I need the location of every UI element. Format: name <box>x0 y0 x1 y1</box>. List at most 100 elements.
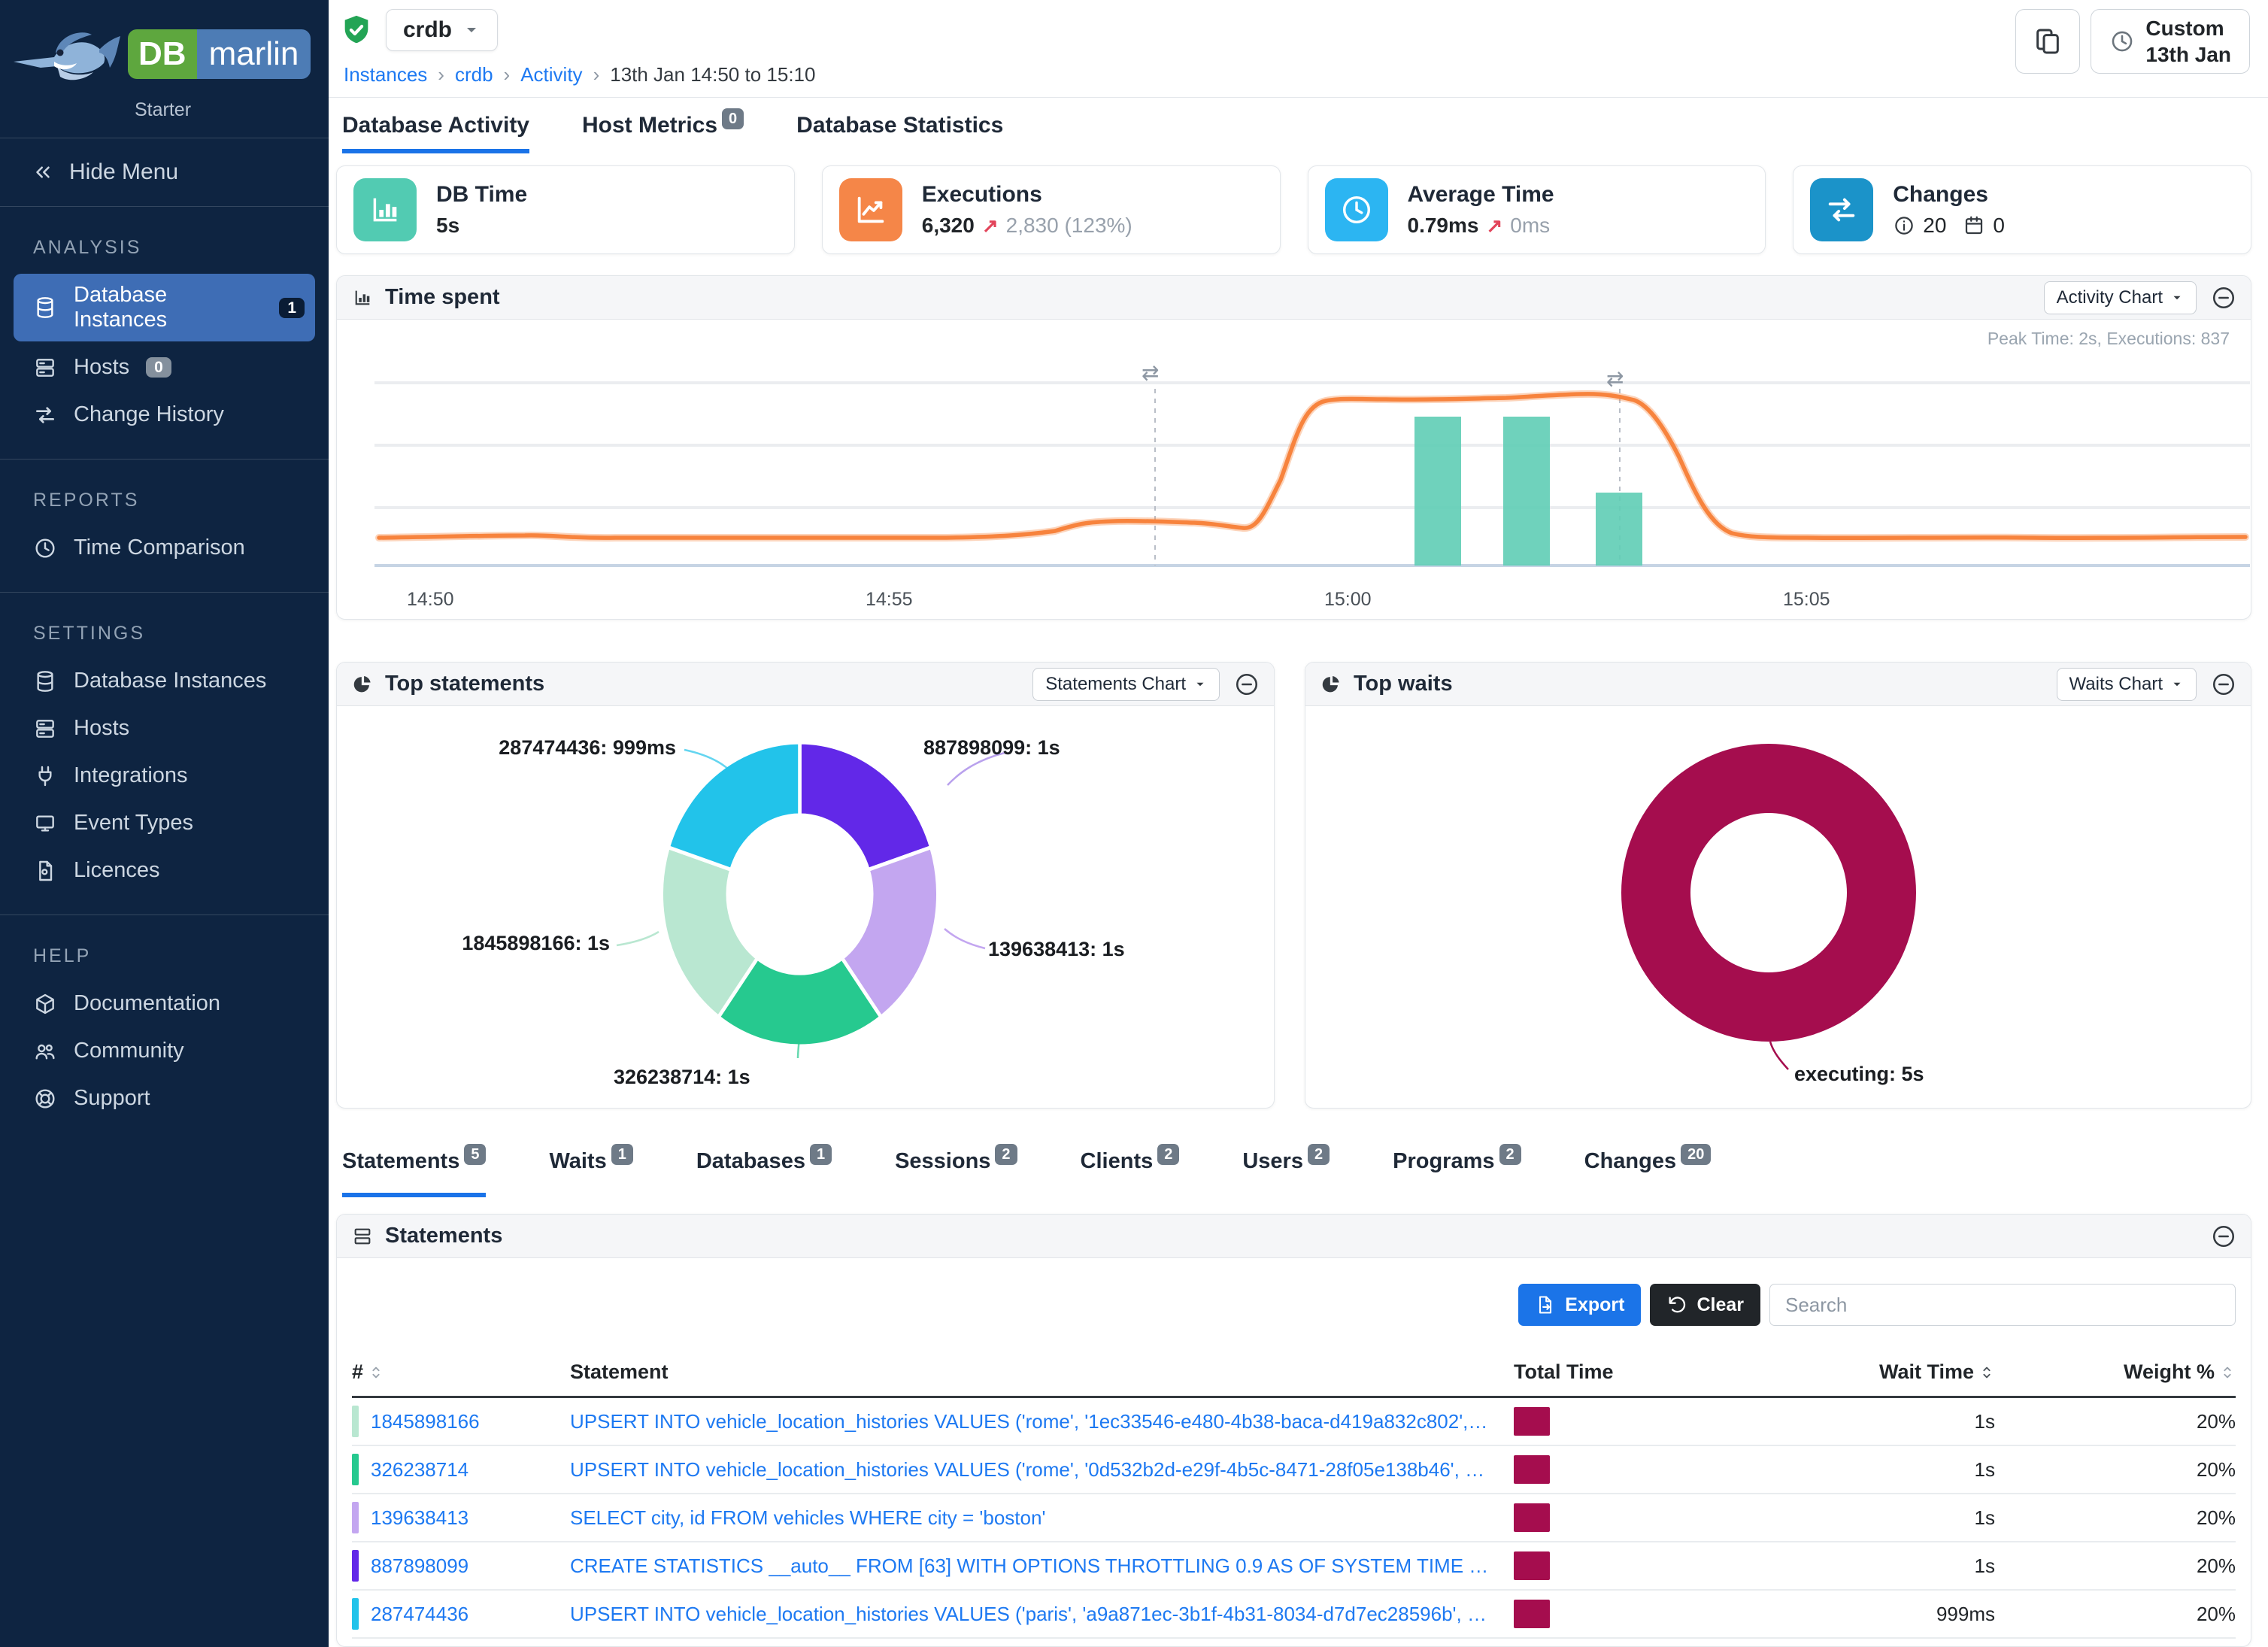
sort-icon[interactable] <box>2219 1364 2236 1381</box>
breadcrumb-instances[interactable]: Instances <box>344 63 428 86</box>
breadcrumb-activity[interactable]: Activity <box>520 63 583 86</box>
statement-id-link[interactable]: 887898099 <box>371 1554 469 1577</box>
donut-slice-326238714[interactable] <box>716 955 884 1048</box>
collapse-panel-button[interactable] <box>2209 1221 2239 1251</box>
sidebar-item-integrations[interactable]: Integrations <box>14 754 315 797</box>
sidebar: DB marlin Starter Hide Menu ANALYSIS Data… <box>0 0 329 1647</box>
database-icon <box>33 669 57 693</box>
statements-chart-selector[interactable]: Statements Chart <box>1032 667 1220 701</box>
waits-chart-selector[interactable]: Waits Chart <box>2056 667 2197 701</box>
tab-databases[interactable]: Databases 1 <box>696 1144 832 1197</box>
sort-icon[interactable] <box>1978 1364 1995 1381</box>
tab-label: Waits <box>549 1149 607 1173</box>
column-wait-time[interactable]: Wait Time <box>1754 1350 1995 1398</box>
sidebar-item-settings-database-instances[interactable]: Database Instances <box>14 660 315 702</box>
statement-sql-link[interactable]: UPSERT INTO vehicle_location_histories V… <box>570 1457 1514 1481</box>
statements-table-header: Statements <box>337 1215 2251 1258</box>
caret-down-icon <box>2170 678 2184 691</box>
sidebar-item-label: Time Comparison <box>74 535 245 560</box>
minus-circle-icon <box>2211 285 2236 311</box>
swap-arrows-icon <box>33 403 57 427</box>
sidebar-item-settings-hosts[interactable]: Hosts <box>14 707 315 750</box>
column-num[interactable]: # <box>352 1350 570 1398</box>
collapse-panel-button[interactable] <box>1232 669 1262 699</box>
export-label: Export <box>1565 1294 1625 1315</box>
tab-database-statistics[interactable]: Database Statistics <box>796 113 1003 153</box>
tab-badge: 1 <box>809 1144 832 1165</box>
copy-icon <box>2033 26 2063 56</box>
statement-sql-link[interactable]: UPSERT INTO vehicle_location_histories V… <box>570 1409 1514 1433</box>
donut-slice-1845898166[interactable] <box>659 845 760 1020</box>
collapse-panel-button[interactable] <box>2209 669 2239 699</box>
tab-badge: 2 <box>995 1144 1017 1165</box>
range-date: 13th Jan <box>2145 43 2231 66</box>
time-range-button[interactable]: Custom 13th Jan <box>2091 9 2250 74</box>
tab-programs[interactable]: Programs 2 <box>1393 1144 1521 1197</box>
sidebar-item-time-comparison[interactable]: Time Comparison <box>14 526 315 569</box>
export-icon <box>1535 1294 1556 1315</box>
donut-slice-287474436[interactable] <box>666 740 802 872</box>
clear-label: Clear <box>1696 1294 1744 1315</box>
sidebar-item-support[interactable]: Support <box>14 1077 315 1120</box>
tab-clients[interactable]: Clients 2 <box>1081 1144 1180 1197</box>
statement-id-link[interactable]: 139638413 <box>371 1506 469 1529</box>
statement-id-link[interactable]: 1845898166 <box>371 1409 480 1433</box>
time-spent-header: Time spent Activity Chart <box>337 276 2251 320</box>
weight-cell: 20% <box>1995 1542 2236 1591</box>
sidebar-item-licences[interactable]: Licences <box>14 849 315 892</box>
column-total-time[interactable]: Total Time <box>1514 1350 1754 1398</box>
column-statement[interactable]: Statement <box>570 1350 1514 1398</box>
clear-button[interactable]: Clear <box>1650 1284 1760 1326</box>
statements-donut-chart[interactable]: 287474436: 999ms 887898099: 1s 139638413… <box>337 706 1274 1108</box>
sidebar-item-event-types[interactable]: Event Types <box>14 802 315 845</box>
export-button[interactable]: Export <box>1518 1284 1642 1326</box>
copy-page-button[interactable] <box>2015 9 2081 74</box>
tab-database-activity[interactable]: Database Activity <box>342 113 529 153</box>
wait-time-cell: 1s <box>1754 1494 1995 1542</box>
sidebar-item-database-instances[interactable]: Database Instances 1 <box>14 274 315 341</box>
sidebar-item-documentation[interactable]: Documentation <box>14 982 315 1025</box>
collapse-panel-button[interactable] <box>2209 283 2239 313</box>
statement-sql-link[interactable]: CREATE STATISTICS __auto__ FROM [63] WIT… <box>570 1554 1514 1577</box>
topbar: crdb Instances › crdb › Activity › 13th … <box>329 0 2268 98</box>
count-badge: 1 <box>279 297 305 318</box>
x-tick: 14:50 <box>407 589 454 610</box>
total-time-bar <box>1514 1407 1550 1436</box>
top-waits-header: Top waits Waits Chart <box>1305 663 2251 706</box>
tab-host-metrics[interactable]: Host Metrics 0 <box>582 108 744 153</box>
statement-sql-link[interactable]: UPSERT INTO vehicle_location_histories V… <box>570 1602 1514 1625</box>
total-time-bar <box>1514 1503 1550 1532</box>
column-weight[interactable]: Weight % <box>1995 1350 2236 1398</box>
sidebar-item-change-history[interactable]: Change History <box>14 393 315 436</box>
activity-chart-selector[interactable]: Activity Chart <box>2043 281 2197 314</box>
instance-selector[interactable]: crdb <box>386 9 499 51</box>
donut-slice-887898099[interactable] <box>798 740 934 872</box>
statement-id-link[interactable]: 326238714 <box>371 1457 469 1481</box>
kpi-delta: 0ms <box>1510 214 1551 237</box>
statement-id-link[interactable]: 287474436 <box>371 1602 469 1625</box>
tab-users[interactable]: Users 2 <box>1242 1144 1330 1197</box>
statement-sql-link[interactable]: SELECT city, id FROM vehicles WHERE city… <box>570 1506 1046 1529</box>
tab-sessions[interactable]: Sessions 2 <box>895 1144 1017 1197</box>
section-title: SETTINGS <box>33 623 146 644</box>
activity-chart[interactable]: Peak Time: 2s, Executions: 837 <box>337 320 2251 619</box>
tab-waits[interactable]: Waits 1 <box>549 1144 633 1197</box>
sort-icon[interactable] <box>368 1364 384 1381</box>
kpi-row: DB Time 5s Executions 6,320 ↗ 2,830 (123… <box>336 165 2251 254</box>
bar-chart-icon <box>352 287 373 308</box>
marlin-logo-icon <box>14 32 120 80</box>
sidebar-item-hosts[interactable]: Hosts 0 <box>14 346 315 389</box>
top-waits-panel: Top waits Waits Chart executing: 5s <box>1305 662 2251 1109</box>
hide-menu-button[interactable]: Hide Menu <box>0 138 329 207</box>
undo-icon <box>1666 1294 1687 1315</box>
tab-statements[interactable]: Statements 5 <box>342 1144 487 1197</box>
donut-slice-executing[interactable] <box>1621 744 1916 1042</box>
kpi-value: 5s <box>436 214 460 237</box>
x-tick: 14:55 <box>866 589 913 610</box>
breadcrumb-crdb[interactable]: crdb <box>454 63 493 86</box>
donut-slice-139638413[interactable] <box>839 845 940 1020</box>
search-input[interactable] <box>1769 1284 2236 1326</box>
tab-changes[interactable]: Changes 20 <box>1584 1144 1712 1197</box>
sidebar-item-community[interactable]: Community <box>14 1030 315 1072</box>
waits-donut-chart[interactable]: executing: 5s <box>1305 706 2251 1108</box>
